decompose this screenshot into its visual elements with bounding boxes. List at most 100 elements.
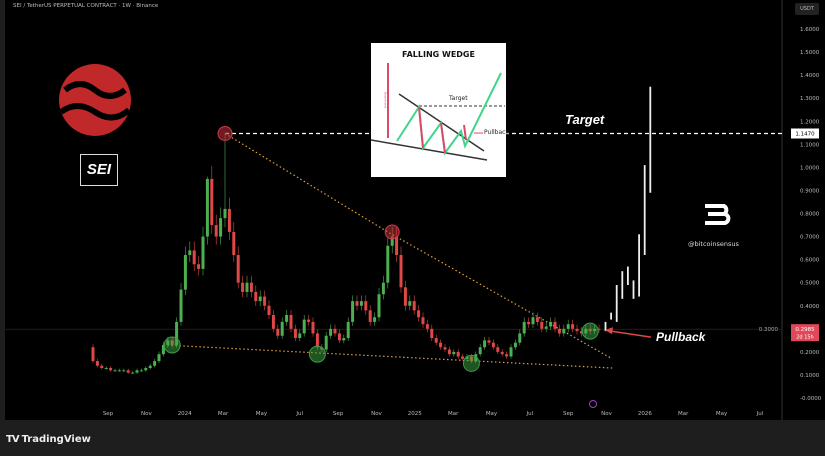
x-tick-label: Jul xyxy=(526,411,534,417)
y-tick-label: 0.8000 xyxy=(800,212,820,218)
candle-body xyxy=(439,342,443,348)
candle-body xyxy=(395,236,399,256)
inset-target-label: Target xyxy=(449,95,468,102)
candle-body xyxy=(219,218,223,237)
candle-body xyxy=(540,321,544,329)
peak-marker xyxy=(384,224,400,240)
y-tick-label: 1.2000 xyxy=(800,119,820,125)
candle-body xyxy=(175,321,179,345)
candle-body xyxy=(566,324,570,329)
inset-pullback-label: Pullback xyxy=(484,129,509,136)
x-tick-label: Sep xyxy=(333,411,344,417)
candle-body xyxy=(214,225,218,237)
candle-body xyxy=(95,361,99,366)
candle-body xyxy=(461,356,465,359)
candle-body xyxy=(267,305,271,315)
candle-body xyxy=(549,321,553,327)
candle-body xyxy=(289,314,293,329)
candle-body xyxy=(487,340,491,343)
candle-body xyxy=(157,354,161,362)
candle-body xyxy=(135,370,139,373)
candle-body xyxy=(346,321,350,339)
y-tick-label: 1.0000 xyxy=(800,165,820,171)
last-price-text: 0.2985 xyxy=(795,327,815,333)
x-tick-label: Sep xyxy=(563,411,574,417)
candle-body xyxy=(179,289,183,322)
currency-button[interactable]: USDT xyxy=(795,3,819,15)
candle-body xyxy=(276,328,280,336)
candle-body xyxy=(447,349,451,355)
peak-marker xyxy=(217,126,233,142)
event-icon xyxy=(589,400,597,408)
candle-body xyxy=(245,282,249,292)
x-tick-label: Sep xyxy=(103,411,114,417)
candle-body xyxy=(298,333,302,339)
candle-body xyxy=(223,208,227,219)
candle-body xyxy=(368,310,372,322)
candle-body xyxy=(285,314,289,322)
tradingview-logo[interactable]: TV TradingView xyxy=(6,434,91,445)
bottom-marker xyxy=(581,322,599,340)
candle-body xyxy=(249,282,253,292)
falling-wedge-diagram: FALLING WEDGE Target Pullback Downtrend xyxy=(371,43,509,177)
candle-body xyxy=(355,301,359,306)
y-tick-label: 0.6000 xyxy=(800,258,820,264)
candle-body xyxy=(412,301,416,311)
candle-body xyxy=(109,368,113,371)
candle-body xyxy=(241,282,245,292)
y-tick-label: 0.5000 xyxy=(800,281,820,287)
candle-body xyxy=(302,319,306,334)
x-tick-label: Nov xyxy=(371,411,382,417)
y-tick-label: 0.7000 xyxy=(800,235,820,241)
x-tick-label: Mar xyxy=(448,411,459,417)
candle-body xyxy=(205,178,209,237)
sei-logo-icon xyxy=(59,64,131,136)
candle-body xyxy=(161,344,165,355)
candle-body xyxy=(329,328,333,336)
candle-body xyxy=(403,287,407,306)
candle-body xyxy=(496,347,500,352)
x-tick-label: 2026 xyxy=(638,411,652,417)
candle-body xyxy=(553,321,557,329)
projection-bar xyxy=(632,280,635,299)
candle-body xyxy=(324,335,328,350)
last-price-tag xyxy=(791,324,819,342)
inset-side-label: Downtrend xyxy=(383,91,388,109)
candle-body xyxy=(491,342,495,348)
candle-body xyxy=(571,324,575,329)
x-tick-label: Nov xyxy=(141,411,152,417)
x-tick-label: Nov xyxy=(601,411,612,417)
candle-body xyxy=(531,317,535,325)
candle-body xyxy=(293,328,297,339)
candle-body xyxy=(522,321,526,334)
projection-bar xyxy=(649,86,652,193)
candle-body xyxy=(579,331,583,334)
candle-body xyxy=(452,351,456,355)
candle-body xyxy=(359,301,363,306)
candle-body xyxy=(500,351,504,355)
lower-wedge-line xyxy=(163,344,613,369)
candle-body xyxy=(417,310,421,318)
candle-body xyxy=(192,250,196,265)
pullback-label: Pullback xyxy=(656,330,706,344)
candle-body xyxy=(131,372,135,374)
bottom-marker xyxy=(462,354,480,372)
candle-body xyxy=(421,317,425,325)
candle-body xyxy=(443,347,447,350)
chart-area[interactable]: 1.6000 1.5000 1.4000 1.3000 1.2000 1.1000 1.00… xyxy=(5,0,825,420)
candle-body xyxy=(117,370,121,372)
candle-body xyxy=(505,354,509,357)
candle-body xyxy=(144,368,148,371)
countdown-text: 2d 15h xyxy=(796,335,813,341)
y-tick-label: 0.2000 xyxy=(800,350,820,356)
projection-bar xyxy=(610,312,612,320)
y-tick-label: 1.3000 xyxy=(800,96,820,102)
candle-body xyxy=(483,340,487,348)
x-tick-label: May xyxy=(486,411,498,417)
candle-body xyxy=(315,333,319,348)
x-tick-label: Mar xyxy=(218,411,229,417)
candle-body xyxy=(153,361,157,366)
candle-body xyxy=(377,294,381,318)
candle-body xyxy=(527,321,531,325)
candle-body xyxy=(201,236,205,269)
